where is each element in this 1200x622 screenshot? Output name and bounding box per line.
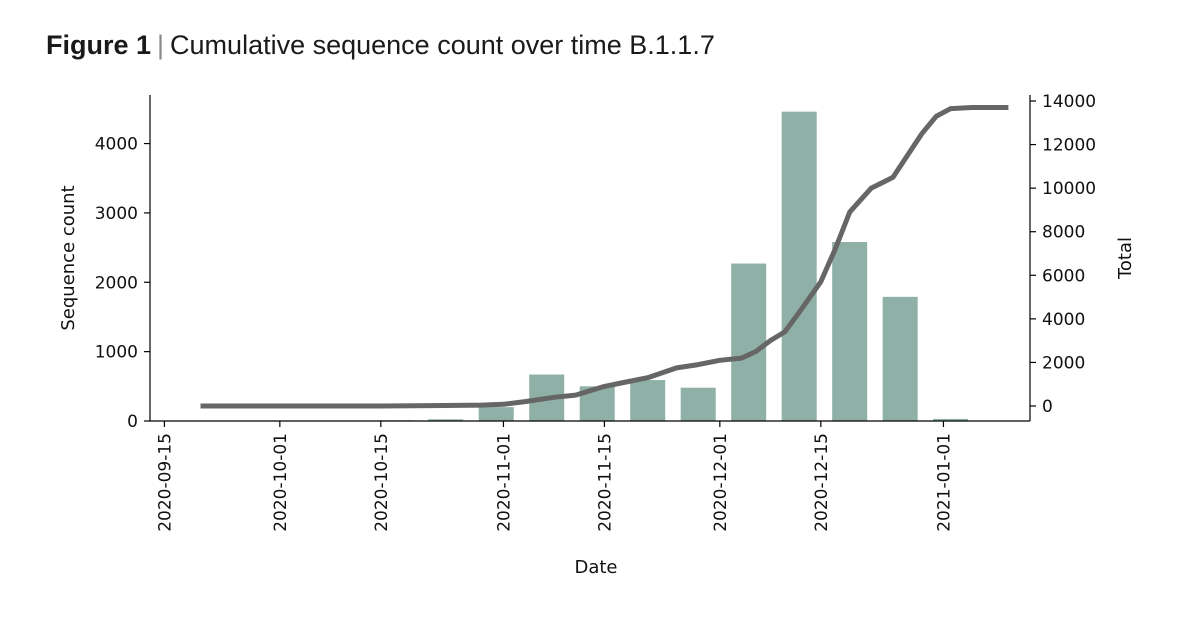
x-tick-label: 2020-09-15 — [155, 433, 175, 532]
bar — [731, 263, 767, 421]
x-tick-label: 2020-12-15 — [812, 433, 832, 532]
figure-title: Figure 1 | Cumulative sequence count over … — [46, 30, 715, 61]
y-right-tick-label: 12000 — [1042, 136, 1096, 156]
x-tick-label: 2020-11-15 — [595, 433, 615, 532]
y-left-tick-label: 1000 — [95, 343, 138, 363]
figure-title-text: Cumulative sequence count over time B.1.… — [170, 30, 715, 60]
y-left-tick-label: 4000 — [95, 135, 138, 155]
figure-separator: | — [157, 30, 165, 60]
bar — [478, 407, 514, 421]
x-tick-label: 2021-01-01 — [934, 433, 954, 532]
bar — [428, 419, 464, 421]
y-right-tick-label: 14000 — [1042, 92, 1096, 112]
y-right-tick-label: 2000 — [1042, 353, 1085, 373]
bar — [630, 380, 666, 421]
bar — [832, 242, 868, 421]
x-tick-label: 2020-11-01 — [494, 433, 514, 532]
y-left-tick-label: 0 — [127, 412, 138, 432]
y-right-tick-label: 0 — [1042, 397, 1053, 417]
y-left-axis-label: Sequence count — [58, 185, 79, 330]
y-right-tick-label: 8000 — [1042, 223, 1085, 243]
figure-label: Figure 1 — [46, 30, 152, 60]
x-axis-label: Date — [574, 557, 617, 578]
bar — [781, 111, 817, 422]
x-tick-label: 2020-10-01 — [271, 433, 291, 532]
x-tick-label: 2020-12-01 — [711, 433, 731, 532]
cumulative-total-line — [200, 105, 1009, 409]
bar — [680, 387, 716, 421]
y-right-tick-label: 10000 — [1042, 179, 1096, 199]
x-tick-label: 2020-10-15 — [372, 433, 392, 532]
y-left-tick-label: 3000 — [95, 204, 138, 224]
y-right-tick-label: 6000 — [1042, 266, 1085, 286]
y-left-tick-label: 2000 — [95, 273, 138, 293]
y-right-tick-label: 4000 — [1042, 310, 1085, 330]
bar — [933, 418, 969, 421]
bar — [882, 296, 918, 421]
y-right-axis-label: Total — [1115, 237, 1136, 280]
